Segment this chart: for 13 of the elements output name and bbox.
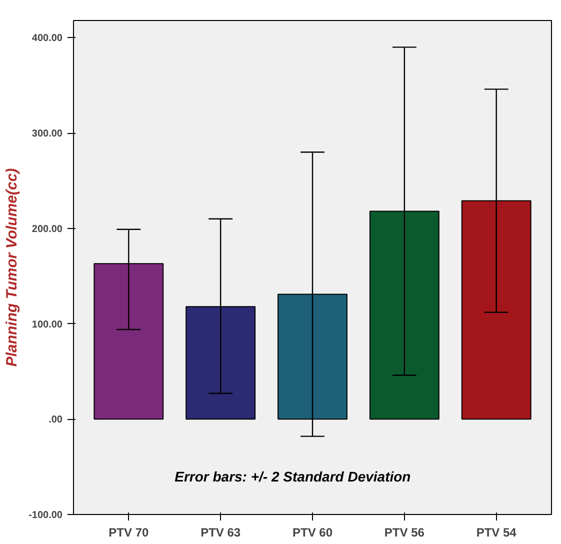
y-tick-label: -100.00 bbox=[28, 510, 63, 521]
x-tick-label: PTV 60 bbox=[292, 526, 333, 540]
y-tick-label: 100.00 bbox=[32, 319, 63, 330]
x-tick-label: PTV 54 bbox=[476, 526, 517, 540]
y-tick-label: 300.00 bbox=[32, 128, 63, 140]
y-tick-label: .00 bbox=[48, 414, 63, 426]
y-axis-title: Planning Tumor Volume(cc) bbox=[4, 168, 21, 367]
x-tick-label: PTV 63 bbox=[200, 526, 241, 540]
y-tick-label: 200.00 bbox=[32, 224, 63, 235]
x-tick-label: PTV 70 bbox=[108, 526, 149, 540]
x-tick-label: PTV 56 bbox=[384, 526, 425, 540]
y-tick-label: 400.00 bbox=[32, 33, 63, 44]
annotation: Error bars: +/- 2 Standard Deviation bbox=[174, 468, 411, 484]
